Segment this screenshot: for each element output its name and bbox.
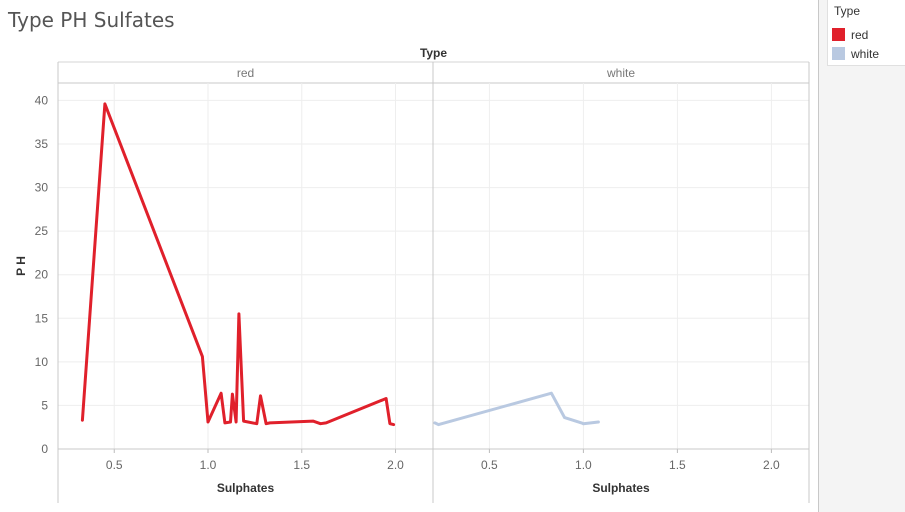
y-tick-label: 5 [41, 398, 48, 412]
legend[interactable]: Type red white [827, 0, 905, 66]
x-tick-label: 0.5 [481, 458, 498, 472]
x-tick-label: 1.0 [200, 458, 217, 472]
panel-header-white: white [606, 66, 635, 80]
legend-title: Type [834, 4, 861, 18]
chart-title: Type PH Sulfates [8, 8, 175, 32]
x-axis-title-red: Sulphates [217, 481, 275, 495]
legend-swatch-red [832, 28, 845, 41]
series-line-red [80, 102, 396, 427]
x-tick-label: 1.0 [575, 458, 592, 472]
x-tick-label: 2.0 [387, 458, 404, 472]
series-line-white [433, 391, 600, 427]
legend-swatch-white [832, 47, 845, 60]
legend-label-red: red [851, 28, 869, 42]
legend-label-white: white [851, 47, 880, 61]
column-header: Type [420, 46, 447, 60]
y-tick-label: 15 [35, 311, 49, 325]
legend-panel: Type red white [818, 0, 905, 512]
x-axis-title-white: Sulphates [592, 481, 650, 495]
x-tick-label: 1.5 [669, 458, 686, 472]
y-tick-label: 35 [35, 137, 49, 151]
y-tick-label: 10 [35, 355, 49, 369]
y-tick-label: 0 [41, 442, 48, 456]
y-tick-label: 20 [35, 268, 49, 282]
y-tick-label: 30 [35, 181, 49, 195]
y-tick-label: 25 [35, 224, 49, 238]
panel-header-red: red [237, 66, 254, 80]
y-axis-title: P H [14, 256, 28, 276]
chart-area: Type 0 5 10 15 20 25 30 35 40 P H red 0.5 1.0 1.5 2.0 Su… [14, 46, 810, 503]
x-tick-label: 2.0 [763, 458, 780, 472]
x-tick-label: 1.5 [293, 458, 310, 472]
x-tick-label: 0.5 [106, 458, 123, 472]
y-tick-label: 40 [35, 93, 49, 107]
